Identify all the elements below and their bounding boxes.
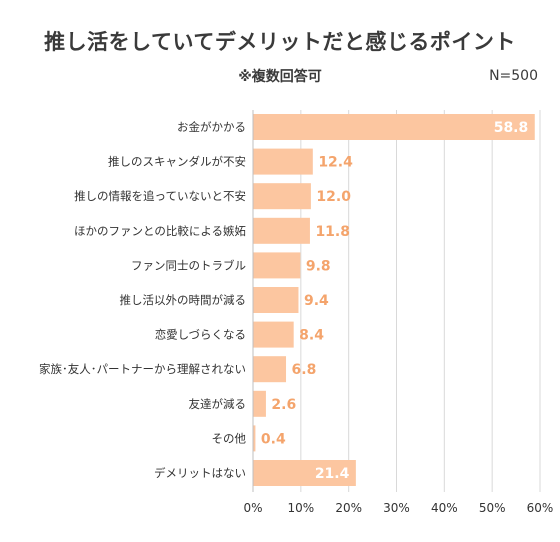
category-label: 推しの情報を追っていないと不安 xyxy=(74,189,246,203)
category-label: その他 xyxy=(212,431,247,445)
sample-size-label: N=500 xyxy=(489,68,538,84)
bar xyxy=(253,252,301,279)
value-label: 9.8 xyxy=(306,258,331,274)
value-label: 0.4 xyxy=(261,431,286,447)
x-tick-label: 0% xyxy=(243,501,262,515)
category-label: ファン同士のトラブル xyxy=(131,258,246,272)
bar xyxy=(253,321,294,348)
value-label: 8.4 xyxy=(299,328,324,344)
category-label: お金がかかる xyxy=(177,120,246,134)
bar xyxy=(253,356,287,383)
x-tick-label: 10% xyxy=(287,501,314,515)
value-label: 11.8 xyxy=(315,224,350,240)
value-label: 58.8 xyxy=(494,120,529,136)
x-tick-label: 40% xyxy=(431,501,458,515)
bar xyxy=(253,287,299,313)
bar xyxy=(253,425,256,452)
bar xyxy=(253,217,310,244)
value-label: 6.8 xyxy=(292,362,317,378)
x-tick-label: 50% xyxy=(479,501,506,515)
category-label: 家族･友人･パートナーから理解されない xyxy=(39,362,246,376)
category-label: ほかのファンとの比較による嫉妬 xyxy=(74,224,246,238)
bar xyxy=(253,183,311,210)
bar xyxy=(253,114,535,140)
category-label: 友達が減る xyxy=(189,397,247,411)
x-tick-label: 60% xyxy=(527,501,554,515)
chart-title: 推し活をしていてデメリットだと感じるポイント xyxy=(44,30,516,54)
bar xyxy=(253,148,313,175)
category-label: デメリットはない xyxy=(154,466,246,480)
x-tick-label: 20% xyxy=(335,501,362,515)
category-label: 推し活以外の時間が減る xyxy=(120,293,247,307)
x-tick-label: 30% xyxy=(383,501,410,515)
value-label: 2.6 xyxy=(271,397,296,413)
chart-subtitle: ※複数回答可 xyxy=(238,69,322,85)
bar xyxy=(253,460,356,486)
value-label: 12.4 xyxy=(318,155,353,171)
value-label: 21.4 xyxy=(315,466,350,482)
category-label: 恋愛しづらくなる xyxy=(155,328,246,342)
value-label: 12.0 xyxy=(316,189,351,205)
value-label: 9.4 xyxy=(304,293,329,309)
category-label: 推しのスキャンダルが不安 xyxy=(108,155,246,169)
bar xyxy=(253,390,266,417)
